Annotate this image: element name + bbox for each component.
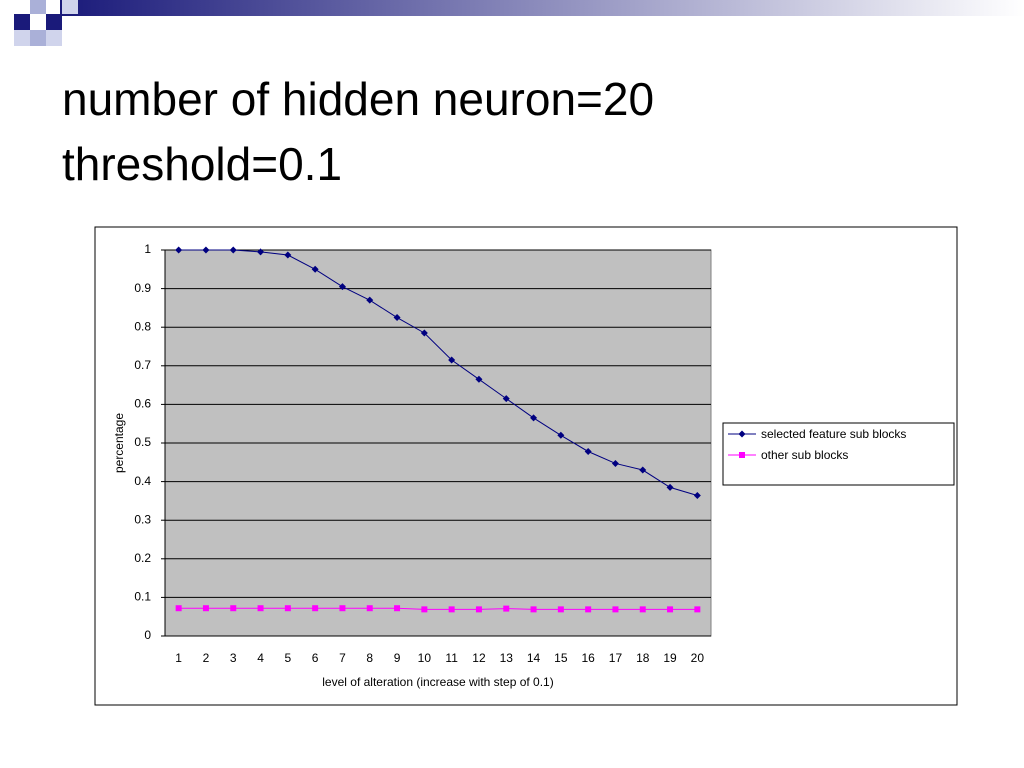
legend-marker [739,452,745,458]
point [667,606,674,613]
point [530,414,538,422]
point [420,329,428,337]
point [557,606,564,613]
point [502,395,510,403]
point [175,605,182,612]
point [284,605,291,612]
x-tick-label: 13 [500,651,514,665]
y-tick-label: 0.7 [134,358,151,372]
point [312,605,319,612]
point [448,606,455,613]
x-tick-label: 9 [394,651,401,665]
x-tick-label: 7 [339,651,346,665]
y-tick-label: 1 [144,242,151,256]
x-axis-label: level of alteration (increase with step … [322,675,553,689]
deco-square [30,30,46,46]
legend-marker [738,430,746,438]
point [284,251,292,259]
point [639,606,646,613]
series-line [178,249,698,496]
x-tick-label: 3 [230,651,237,665]
point [503,605,510,612]
point [421,606,428,613]
series-line [178,607,698,610]
deco-square [14,30,30,46]
point [530,606,537,613]
deco-square [46,14,62,30]
x-tick-label: 10 [418,651,432,665]
point [366,605,373,612]
point [448,356,456,364]
x-tick-label: 11 [445,651,458,665]
x-tick-label: 16 [581,651,595,665]
point [475,606,482,613]
point [202,246,210,254]
y-tick-label: 0.5 [134,435,151,449]
deco-square [14,14,30,30]
x-tick-label: 5 [285,651,292,665]
y-tick-label: 0.2 [134,551,151,565]
point [585,606,592,613]
x-tick-label: 19 [663,651,677,665]
point [338,283,346,291]
legend-box [722,422,955,486]
y-tick-label: 0.8 [134,319,151,333]
point [229,246,237,254]
y-tick-label: 0.4 [134,474,151,488]
x-tick-label: 6 [312,651,319,665]
slide-decoration [14,0,1024,46]
legend-label: other sub blocks [761,448,848,462]
x-tick-label: 4 [257,651,264,665]
y-tick-label: 0.6 [134,397,151,411]
point [475,375,483,383]
point [230,605,237,612]
x-tick-label: 1 [175,651,182,665]
top-bar [60,0,1024,16]
point [693,491,701,499]
point [611,459,619,467]
y-tick-label: 0.3 [134,512,151,526]
point [666,483,674,491]
y-axis-label: percentage [112,413,126,473]
x-tick-label: 12 [472,651,486,665]
deco-square [30,0,46,14]
point [694,606,701,613]
point [584,447,592,455]
point [175,246,183,254]
slide-title: number of hidden neuron=20 [62,73,655,125]
deco-square [62,0,78,14]
x-tick-label: 8 [366,651,373,665]
y-tick-label: 0.1 [134,590,151,604]
point [393,314,401,322]
slide-title: threshold=0.1 [62,138,343,190]
x-tick-label: 2 [203,651,210,665]
x-tick-label: 17 [609,651,623,665]
point [257,248,265,256]
y-tick-label: 0 [144,628,151,642]
point [366,296,374,304]
x-tick-label: 20 [691,651,705,665]
point [557,431,565,439]
x-tick-label: 18 [636,651,650,665]
point [639,466,647,474]
deco-square [46,30,62,46]
point [612,606,619,613]
point [339,605,346,612]
point [394,605,401,612]
point [257,605,264,612]
y-tick-label: 0.9 [134,281,151,295]
x-tick-label: 14 [527,651,541,665]
point [202,605,209,612]
legend-label: selected feature sub blocks [761,427,906,441]
x-tick-label: 15 [554,651,568,665]
point [311,265,319,273]
